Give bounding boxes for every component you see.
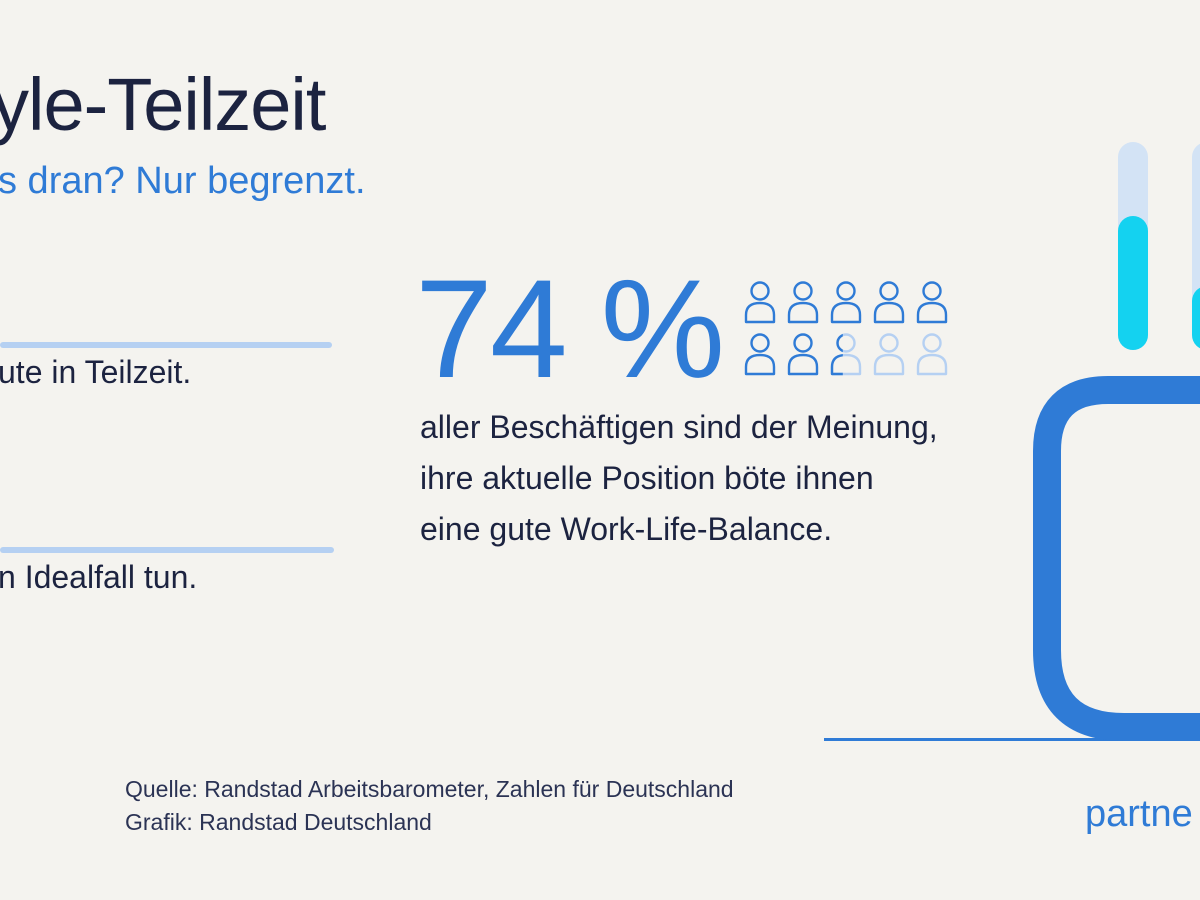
graphic-credit: Grafik: Randstad Deutschland	[125, 809, 432, 835]
person-icon	[830, 333, 862, 376]
percentage-value: 74 %	[415, 250, 725, 407]
page-title: yle-Teilzeit	[0, 63, 326, 146]
divider	[0, 547, 334, 553]
steam-bar-left-fill	[1118, 216, 1148, 350]
person-icon	[744, 281, 776, 324]
partner-logo-text: partne	[1085, 793, 1193, 835]
source-line: Quelle: Randstad Arbeitsbarometer, Zahle…	[125, 776, 734, 802]
stat-text-parttime: ute in Teilzeit.	[0, 354, 192, 390]
source-note: Quelle: Randstad Arbeitsbarometer, Zahle…	[125, 773, 734, 839]
person-icon	[787, 333, 819, 376]
person-icon	[873, 333, 905, 376]
person-icon	[916, 333, 948, 376]
page-subtitle: s dran? Nur begrenzt.	[0, 160, 366, 202]
coffee-cup-illustration	[1033, 142, 1200, 741]
person-icon-partial	[830, 333, 843, 376]
person-icon	[787, 281, 819, 324]
divider	[0, 342, 332, 348]
steam-bar-right-fill	[1192, 287, 1200, 349]
people-icon-grid	[744, 281, 948, 376]
person-icon	[873, 281, 905, 324]
person-icon	[830, 281, 862, 324]
baseline-rule	[824, 738, 1200, 741]
person-icon	[916, 281, 948, 324]
statistic-description: aller Beschäftigen sind der Meinung, ihr…	[420, 409, 938, 547]
cup-outline	[1033, 376, 1200, 741]
person-icon	[744, 333, 776, 376]
stat-text-ideal: n Idealfall tun.	[0, 559, 198, 595]
